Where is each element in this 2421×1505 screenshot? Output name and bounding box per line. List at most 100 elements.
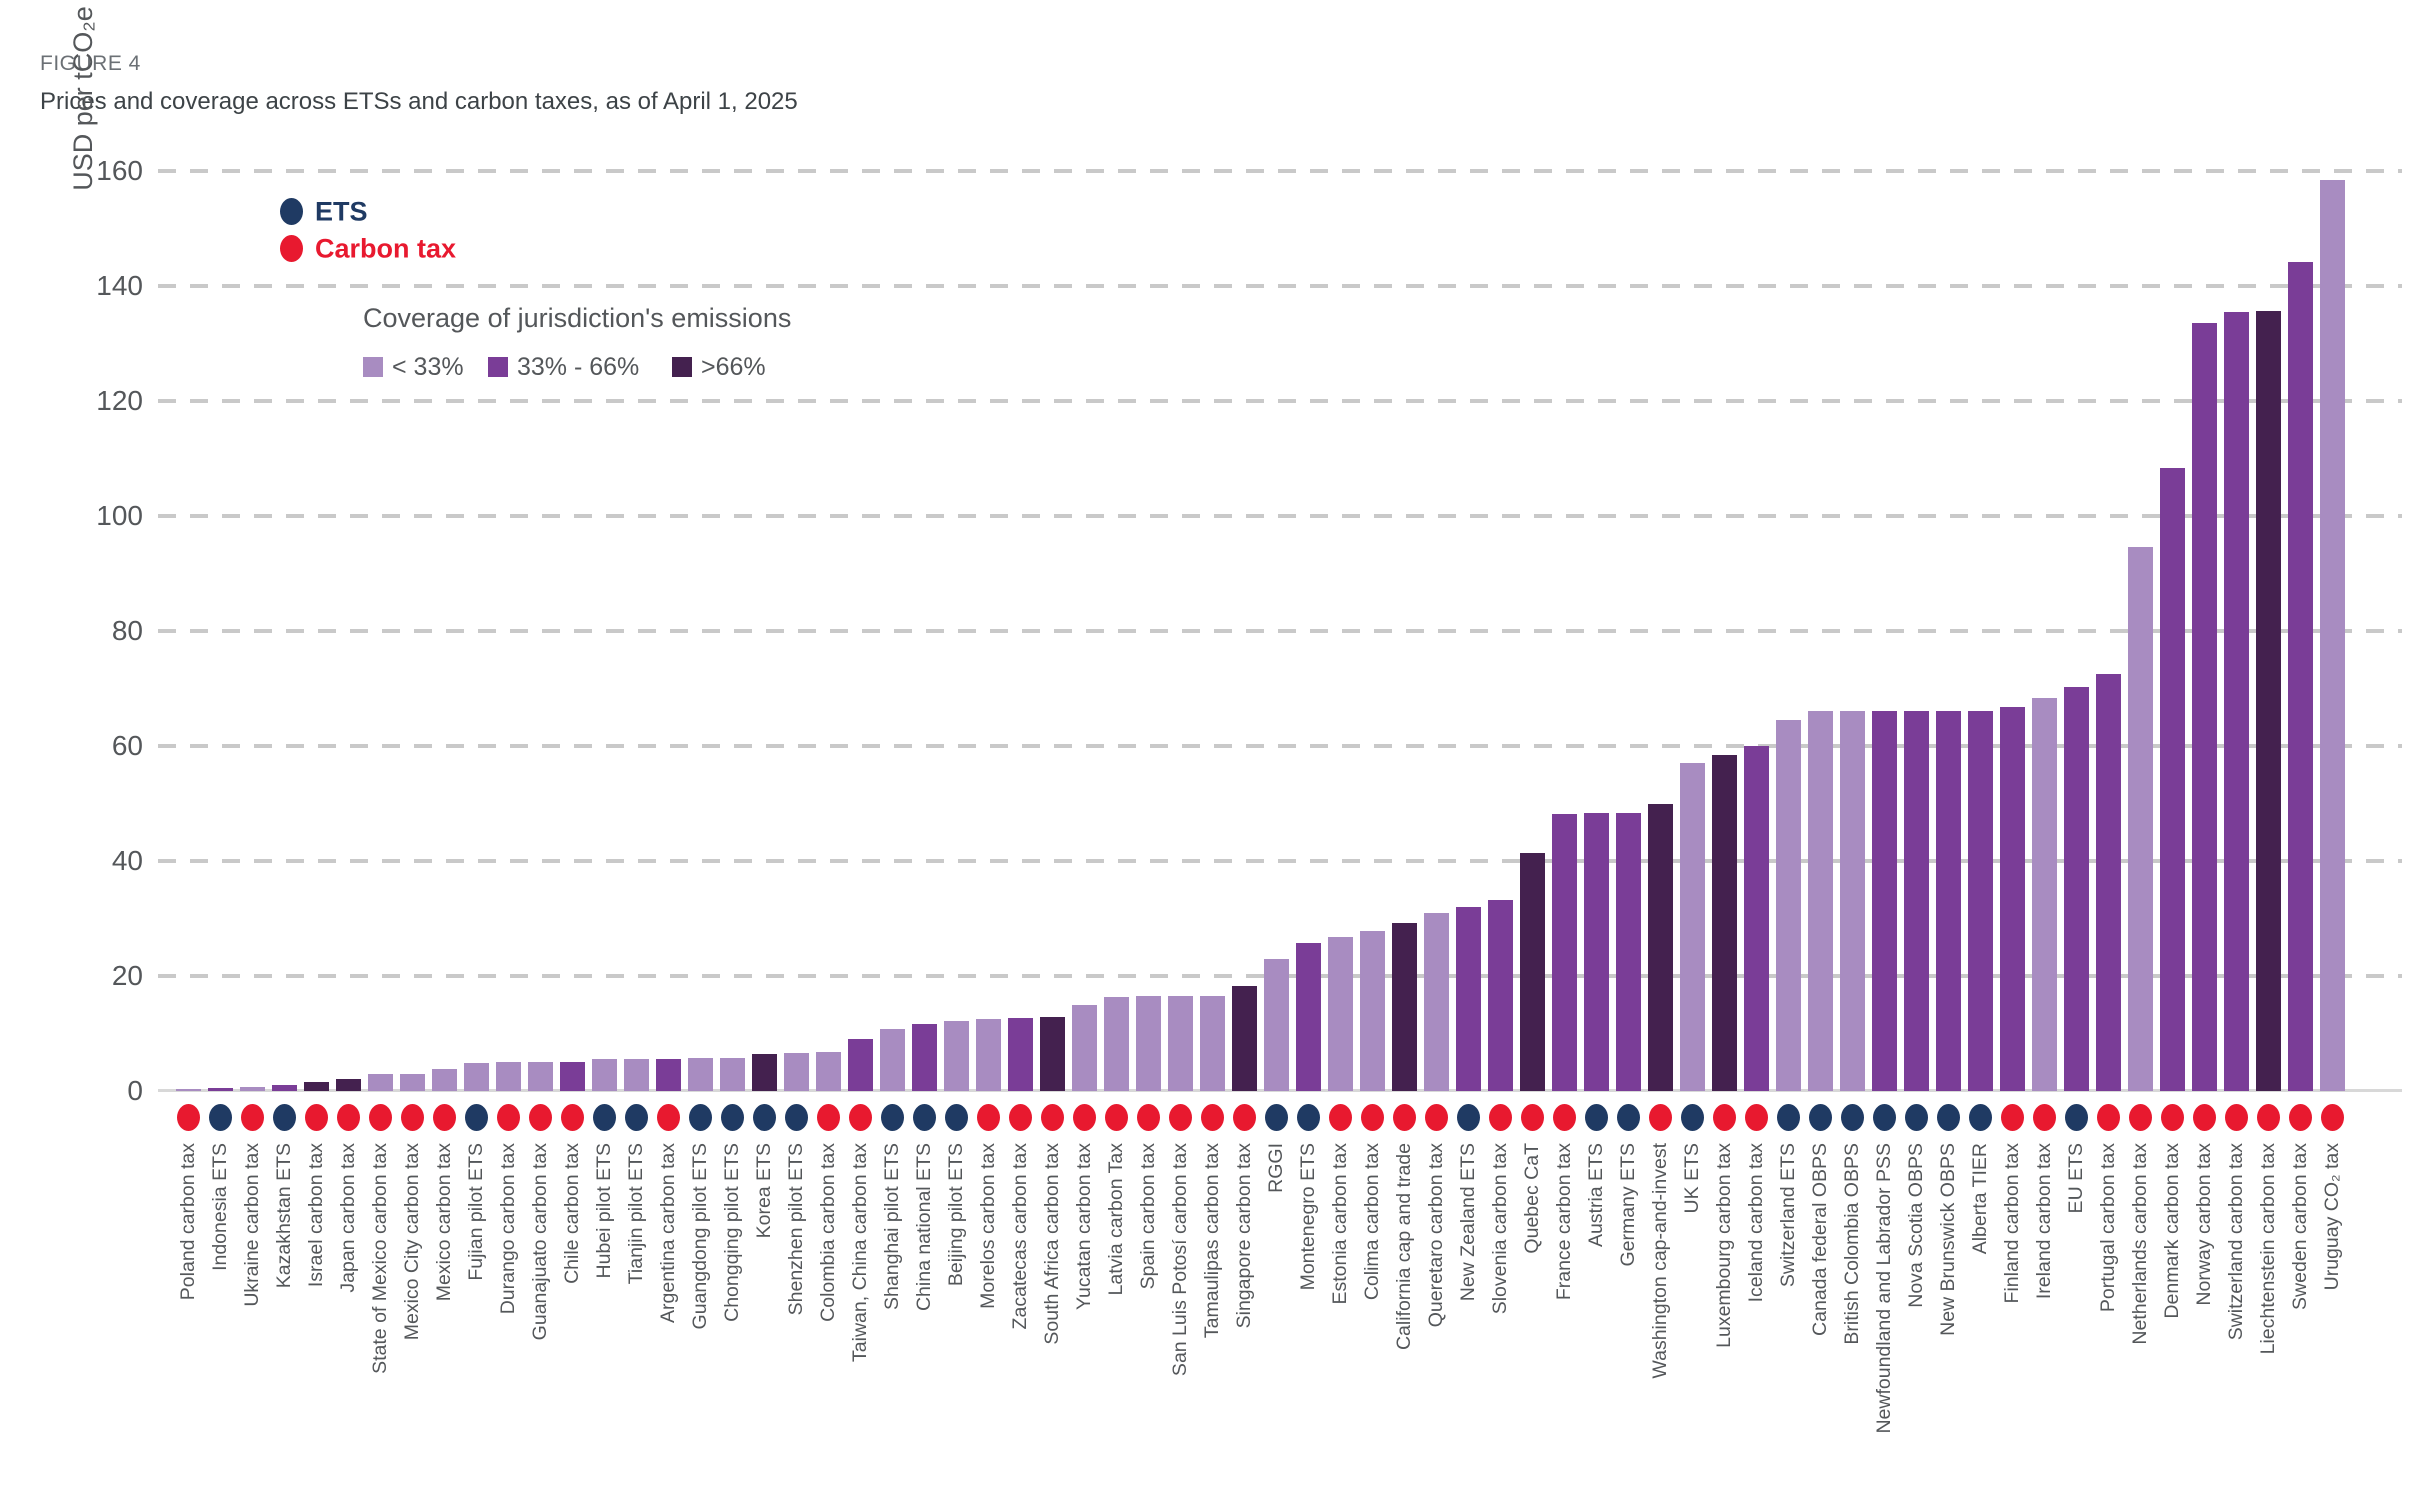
x-axis-label: Finland carbon tax bbox=[2000, 1143, 2023, 1304]
carbon-tax-dot-icon bbox=[1328, 1104, 1352, 1131]
coverage-swatch-mid-icon bbox=[488, 357, 508, 377]
x-axis-label: Chile carbon tax bbox=[560, 1143, 583, 1284]
y-tick-label: 20 bbox=[111, 960, 143, 991]
bar bbox=[1423, 912, 1449, 1091]
x-axis-label: Norway carbon tax bbox=[2192, 1143, 2215, 1306]
carbon-tax-dot-icon bbox=[2256, 1104, 2280, 1131]
x-axis-label: Singapore carbon tax bbox=[1232, 1143, 1255, 1329]
ets-legend-dot-icon bbox=[280, 198, 303, 225]
carbon-tax-dot-icon bbox=[1648, 1104, 1672, 1131]
bar bbox=[1871, 710, 1897, 1091]
carbon-tax-dot-icon bbox=[1744, 1104, 1768, 1131]
x-axis-label: Guangdong pilot ETS bbox=[688, 1143, 711, 1330]
bar bbox=[1455, 907, 1481, 1091]
carbon-tax-dot-icon bbox=[1104, 1104, 1128, 1131]
carbon-tax-legend-dot-icon bbox=[280, 235, 303, 262]
bar bbox=[2223, 311, 2249, 1091]
bar bbox=[527, 1062, 553, 1091]
x-axis-label: France carbon tax bbox=[1552, 1143, 1575, 1301]
bar bbox=[303, 1081, 329, 1091]
ets-dot-icon bbox=[720, 1104, 744, 1131]
carbon-tax-dot-icon bbox=[1488, 1104, 1512, 1131]
bar bbox=[975, 1019, 1001, 1091]
ets-dot-icon bbox=[1776, 1104, 1800, 1131]
bar bbox=[879, 1029, 905, 1091]
coverage-label-mid: 33% - 66% bbox=[517, 353, 640, 381]
bar bbox=[1615, 812, 1641, 1091]
bar bbox=[943, 1020, 969, 1091]
bar bbox=[2287, 261, 2313, 1091]
carbon-tax-legend-label: Carbon tax bbox=[315, 233, 457, 264]
carbon-tax-dot-icon bbox=[1040, 1104, 1064, 1131]
bar bbox=[1743, 746, 1769, 1091]
gridline bbox=[158, 744, 2402, 748]
x-axis-label: Germany ETS bbox=[1616, 1143, 1639, 1267]
x-axis-label: Poland carbon tax bbox=[176, 1143, 199, 1301]
carbon-tax-dot-icon bbox=[2096, 1104, 2120, 1131]
x-axis-label: Uruguay CO₂ tax bbox=[2320, 1143, 2343, 1291]
x-axis-label: Fujian pilot ETS bbox=[464, 1143, 487, 1281]
carbon-tax-dot-icon bbox=[2288, 1104, 2312, 1131]
carbon-tax-dot-icon bbox=[2192, 1104, 2216, 1131]
x-axis-label: Slovenia carbon tax bbox=[1488, 1143, 1511, 1315]
bar bbox=[1391, 923, 1417, 1091]
x-axis-label: Zacatecas carbon tax bbox=[1008, 1143, 1031, 1330]
y-tick-label: 100 bbox=[96, 500, 143, 531]
bar bbox=[495, 1062, 521, 1091]
carbon-tax-dot-icon bbox=[528, 1104, 552, 1131]
bar bbox=[687, 1058, 713, 1091]
carbon-tax-dot-icon bbox=[1392, 1104, 1416, 1131]
ets-dot-icon bbox=[688, 1104, 712, 1131]
ets-dot-icon bbox=[784, 1104, 808, 1131]
bar bbox=[1519, 852, 1545, 1091]
bar bbox=[591, 1058, 617, 1091]
coverage-swatch-high-icon bbox=[672, 357, 692, 377]
ets-dot-icon bbox=[464, 1104, 488, 1131]
carbon-tax-dot-icon bbox=[848, 1104, 872, 1131]
carbon-tax-dot-icon bbox=[368, 1104, 392, 1131]
y-tick-label: 140 bbox=[96, 270, 143, 301]
bar bbox=[1999, 707, 2025, 1091]
x-axis-label: Portugal carbon tax bbox=[2096, 1143, 2119, 1313]
bar bbox=[2127, 547, 2153, 1091]
x-axis-label: UK ETS bbox=[1680, 1143, 1703, 1214]
carbon-tax-dot-icon bbox=[1136, 1104, 1160, 1131]
x-axis-label: Yucatan carbon tax bbox=[1072, 1143, 1095, 1310]
gridline bbox=[158, 629, 2402, 633]
ets-dot-icon bbox=[592, 1104, 616, 1131]
carbon-tax-dot-icon bbox=[1552, 1104, 1576, 1131]
bar bbox=[2063, 687, 2089, 1091]
ets-dot-icon bbox=[1456, 1104, 1480, 1131]
page-title: Prices and coverage across ETSs and carb… bbox=[40, 88, 798, 115]
bar bbox=[847, 1039, 873, 1091]
x-axis-label: South Africa carbon tax bbox=[1040, 1143, 1063, 1345]
x-axis-label: Austria ETS bbox=[1584, 1143, 1607, 1248]
carbon-tax-dot-icon bbox=[1200, 1104, 1224, 1131]
y-tick-label: 80 bbox=[111, 615, 143, 646]
bar bbox=[2255, 310, 2281, 1091]
x-axis-label: Netherlands carbon tax bbox=[2128, 1143, 2151, 1345]
bar bbox=[815, 1051, 841, 1091]
bar bbox=[1711, 755, 1737, 1091]
carbon-tax-dot-icon bbox=[560, 1104, 584, 1131]
ets-dot-icon bbox=[1968, 1104, 1992, 1131]
coverage-legend-title: Coverage of jurisdiction's emissions bbox=[363, 303, 792, 333]
ets-dot-icon bbox=[1904, 1104, 1928, 1131]
x-axis-label: Morelos carbon tax bbox=[976, 1143, 999, 1309]
x-axis-label: Ireland carbon tax bbox=[2032, 1143, 2055, 1300]
ets-dot-icon bbox=[752, 1104, 776, 1131]
x-axis-label: Israel carbon tax bbox=[304, 1143, 327, 1288]
y-tick-label: 0 bbox=[127, 1075, 143, 1106]
y-tick-label: 40 bbox=[111, 845, 143, 876]
x-axis-label: Iceland carbon tax bbox=[1744, 1143, 1767, 1303]
x-axis-label: Liechtenstein carbon tax bbox=[2256, 1143, 2279, 1355]
bar bbox=[207, 1087, 233, 1091]
x-axis-label: Taiwan, China carbon tax bbox=[848, 1143, 871, 1362]
gridline bbox=[158, 169, 2402, 173]
coverage-label-low: < 33% bbox=[392, 353, 464, 381]
ets-dot-icon bbox=[880, 1104, 904, 1131]
ets-dot-icon bbox=[1264, 1104, 1288, 1131]
bar bbox=[1327, 937, 1353, 1091]
bar bbox=[1007, 1017, 1033, 1091]
